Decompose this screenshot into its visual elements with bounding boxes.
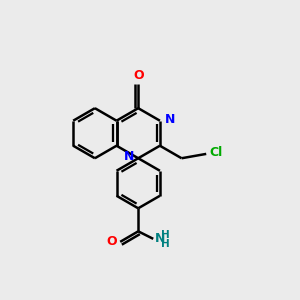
Text: N: N bbox=[123, 150, 134, 163]
Text: H: H bbox=[161, 239, 170, 249]
Text: Cl: Cl bbox=[210, 146, 223, 159]
Text: O: O bbox=[133, 69, 143, 82]
Text: O: O bbox=[106, 235, 117, 248]
Text: N: N bbox=[165, 113, 175, 126]
Text: H: H bbox=[161, 230, 170, 240]
Text: N: N bbox=[155, 232, 165, 245]
